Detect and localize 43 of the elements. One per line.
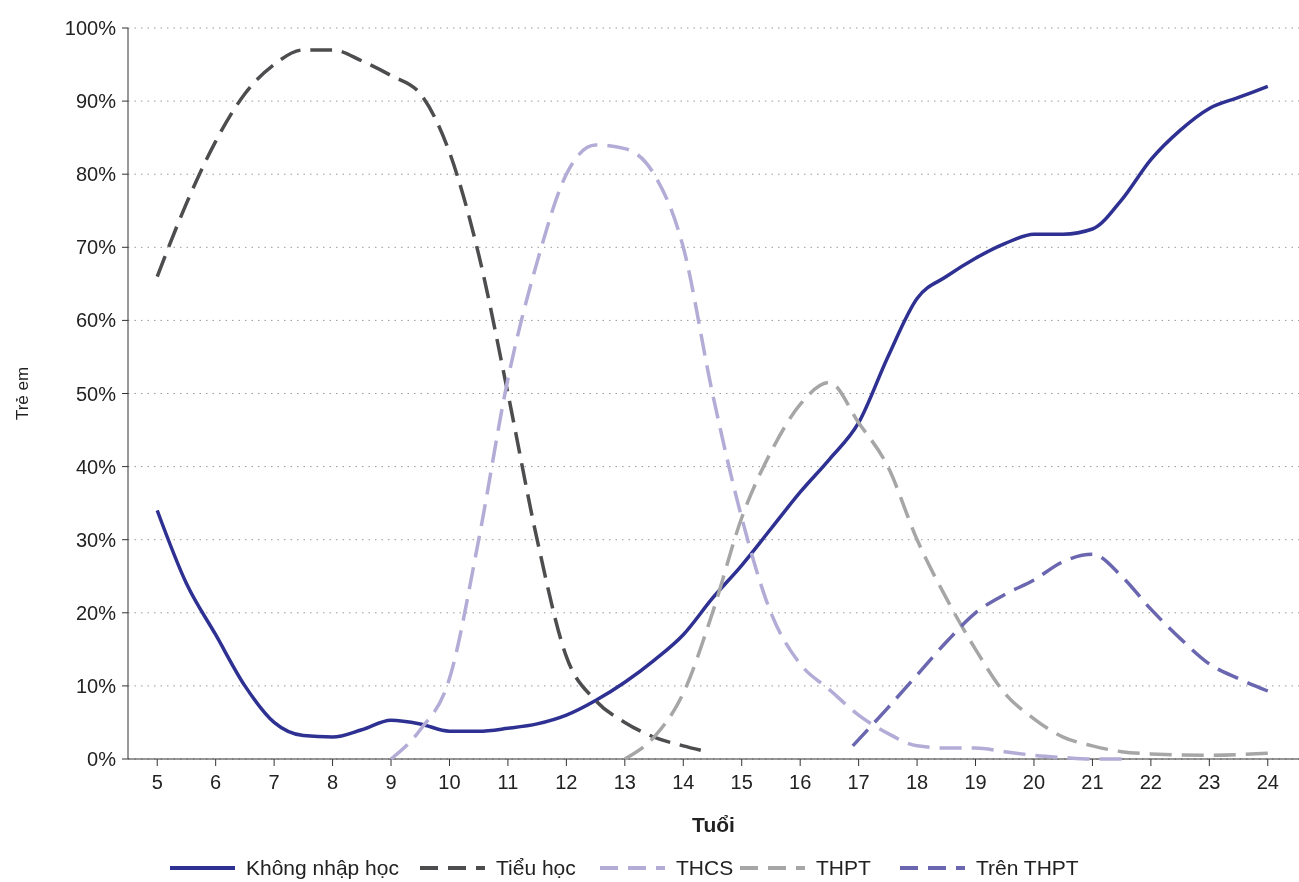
x-tick-label: 7 (268, 771, 280, 793)
y-tick-label: 30% (75, 528, 117, 551)
x-tick-label: 16 (789, 771, 812, 793)
x-tick-label: 20 (1022, 771, 1046, 793)
x-tick-label: 11 (497, 771, 519, 793)
x-tick-label: 8 (327, 771, 339, 793)
y-tick-label: 20% (75, 601, 117, 624)
legend-label: Không nhập học (246, 856, 399, 880)
y-tick-label: 90% (75, 90, 117, 113)
legend-label: THCS (676, 856, 734, 880)
legend-label: Trên THPT (976, 856, 1079, 880)
x-axis-title: Tuổi (692, 813, 735, 836)
x-tick-label: 18 (905, 771, 929, 793)
line-series (851, 552, 1270, 748)
y-tick-label: 0% (87, 748, 117, 770)
x-tick-label: 13 (613, 771, 636, 793)
x-tick-label: 10 (438, 771, 461, 793)
x-tick-label: 9 (385, 771, 397, 793)
line-series (155, 84, 1270, 739)
y-tick-label: 60% (75, 309, 117, 332)
y-tick-label: 80% (75, 163, 117, 186)
x-tick-label: 24 (1256, 771, 1279, 793)
line-series (623, 380, 1270, 761)
x-tick-label: 14 (672, 771, 695, 793)
y-tick-label: 10% (75, 674, 117, 697)
x-tick-label: 6 (210, 771, 222, 793)
x-tick-label: 23 (1198, 771, 1221, 793)
legend-label: THPT (816, 856, 871, 880)
y-tick-label: 70% (75, 236, 117, 259)
x-tick-label: 19 (964, 771, 987, 793)
x-tick-label: 12 (555, 771, 578, 793)
y-tick-label: 50% (75, 382, 117, 405)
x-tick-label: 17 (847, 771, 870, 793)
x-tick-label: 21 (1081, 771, 1104, 793)
y-tick-label: 40% (75, 455, 117, 478)
y-axis-title: Trẻ em (13, 366, 32, 421)
line-series (389, 143, 1124, 761)
x-tick-label: 22 (1139, 771, 1162, 793)
legend-label: Tiểu học (496, 856, 576, 880)
x-tick-label: 5 (151, 771, 163, 793)
line-series (155, 48, 703, 752)
y-tick-label: 100% (64, 17, 117, 39)
x-tick-label: 15 (730, 771, 753, 793)
